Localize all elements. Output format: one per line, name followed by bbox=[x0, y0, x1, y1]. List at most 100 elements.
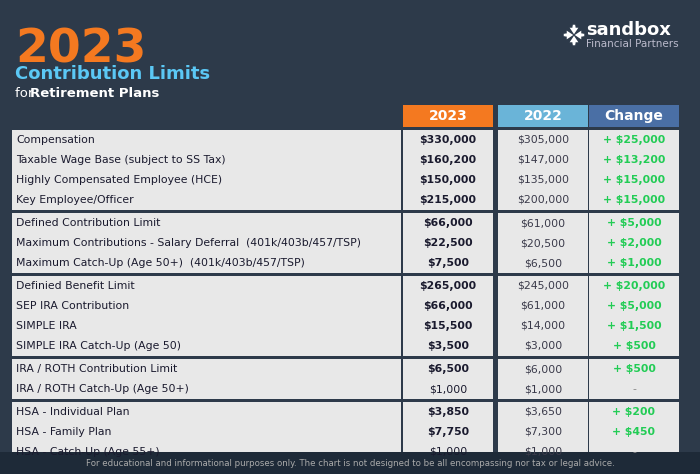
Text: IRA / ROTH Contribution Limit: IRA / ROTH Contribution Limit bbox=[16, 364, 177, 374]
Text: Financial Partners: Financial Partners bbox=[586, 39, 678, 49]
FancyBboxPatch shape bbox=[403, 402, 493, 462]
FancyBboxPatch shape bbox=[589, 105, 679, 127]
Text: HSA - Catch-Up (Age 55+): HSA - Catch-Up (Age 55+) bbox=[16, 447, 160, 457]
FancyBboxPatch shape bbox=[498, 402, 588, 462]
FancyBboxPatch shape bbox=[498, 276, 588, 356]
Text: Retirement Plans: Retirement Plans bbox=[30, 86, 160, 100]
FancyBboxPatch shape bbox=[12, 276, 401, 356]
Text: $3,000: $3,000 bbox=[524, 341, 562, 351]
Text: $7,750: $7,750 bbox=[427, 427, 469, 437]
Text: 2022: 2022 bbox=[524, 109, 562, 123]
Text: $1,000: $1,000 bbox=[524, 447, 562, 457]
Text: HSA - Family Plan: HSA - Family Plan bbox=[16, 427, 111, 437]
FancyBboxPatch shape bbox=[12, 402, 401, 462]
FancyArrow shape bbox=[572, 38, 576, 44]
FancyArrow shape bbox=[565, 33, 571, 37]
FancyBboxPatch shape bbox=[589, 402, 679, 462]
FancyBboxPatch shape bbox=[498, 130, 588, 210]
Text: + $5,000: + $5,000 bbox=[607, 301, 662, 311]
Text: $61,000: $61,000 bbox=[520, 301, 566, 311]
Text: 2023: 2023 bbox=[15, 27, 146, 73]
FancyBboxPatch shape bbox=[403, 359, 493, 399]
Text: + $15,000: + $15,000 bbox=[603, 195, 665, 205]
Text: + $1,000: + $1,000 bbox=[607, 258, 662, 268]
Text: $6,000: $6,000 bbox=[524, 364, 562, 374]
Text: SIMPLE IRA Catch-Up (Age 50): SIMPLE IRA Catch-Up (Age 50) bbox=[16, 341, 181, 351]
Text: SEP IRA Contribution: SEP IRA Contribution bbox=[16, 301, 129, 311]
Text: $215,000: $215,000 bbox=[419, 195, 477, 205]
Text: $150,000: $150,000 bbox=[419, 175, 477, 185]
Text: $305,000: $305,000 bbox=[517, 135, 569, 145]
FancyBboxPatch shape bbox=[403, 130, 493, 210]
Text: For educational and informational purposes only. The chart is not designed to be: For educational and informational purpos… bbox=[85, 458, 615, 467]
Text: + $13,200: + $13,200 bbox=[603, 155, 665, 165]
FancyBboxPatch shape bbox=[403, 276, 493, 356]
Text: $147,000: $147,000 bbox=[517, 155, 569, 165]
Text: + $500: + $500 bbox=[612, 341, 655, 351]
Text: Definied Benefit Limit: Definied Benefit Limit bbox=[16, 281, 134, 291]
FancyBboxPatch shape bbox=[498, 359, 588, 399]
Text: $3,500: $3,500 bbox=[427, 341, 469, 351]
Text: $7,300: $7,300 bbox=[524, 427, 562, 437]
Text: SIMPLE IRA: SIMPLE IRA bbox=[16, 321, 77, 331]
Text: $6,500: $6,500 bbox=[427, 364, 469, 374]
Text: + $450: + $450 bbox=[612, 427, 655, 437]
Text: 2023: 2023 bbox=[428, 109, 468, 123]
Text: $330,000: $330,000 bbox=[419, 135, 477, 145]
FancyBboxPatch shape bbox=[0, 452, 700, 474]
Text: $20,500: $20,500 bbox=[520, 238, 566, 248]
Text: $3,650: $3,650 bbox=[524, 407, 562, 417]
FancyBboxPatch shape bbox=[589, 130, 679, 210]
FancyBboxPatch shape bbox=[589, 213, 679, 273]
Text: + $25,000: + $25,000 bbox=[603, 135, 665, 145]
Text: $135,000: $135,000 bbox=[517, 175, 569, 185]
FancyBboxPatch shape bbox=[498, 213, 588, 273]
Text: + $1,500: + $1,500 bbox=[607, 321, 662, 331]
FancyBboxPatch shape bbox=[12, 213, 401, 273]
FancyBboxPatch shape bbox=[403, 105, 493, 127]
Text: Compensation: Compensation bbox=[16, 135, 94, 145]
Text: + $15,000: + $15,000 bbox=[603, 175, 665, 185]
Text: + $200: + $200 bbox=[612, 407, 655, 417]
FancyBboxPatch shape bbox=[589, 359, 679, 399]
Text: + $5,000: + $5,000 bbox=[607, 218, 662, 228]
Text: $7,500: $7,500 bbox=[427, 258, 469, 268]
Text: $1,000: $1,000 bbox=[429, 447, 467, 457]
FancyArrow shape bbox=[577, 33, 583, 37]
FancyArrow shape bbox=[572, 26, 576, 32]
Text: $61,000: $61,000 bbox=[520, 218, 566, 228]
Text: $14,000: $14,000 bbox=[520, 321, 566, 331]
Text: Change: Change bbox=[605, 109, 664, 123]
Text: Highly Compensated Employee (HCE): Highly Compensated Employee (HCE) bbox=[16, 175, 222, 185]
FancyBboxPatch shape bbox=[12, 130, 401, 210]
Text: Contribution Limits: Contribution Limits bbox=[15, 65, 210, 83]
Text: $265,000: $265,000 bbox=[419, 281, 477, 291]
Text: $66,000: $66,000 bbox=[424, 301, 473, 311]
FancyBboxPatch shape bbox=[589, 276, 679, 356]
FancyBboxPatch shape bbox=[498, 105, 588, 127]
Text: + $500: + $500 bbox=[612, 364, 655, 374]
Text: + $2,000: + $2,000 bbox=[607, 238, 662, 248]
Text: sandbox: sandbox bbox=[586, 21, 671, 39]
Text: Key Employee/Officer: Key Employee/Officer bbox=[16, 195, 134, 205]
Text: for: for bbox=[15, 86, 38, 100]
Text: + $20,000: + $20,000 bbox=[603, 281, 665, 291]
Text: $200,000: $200,000 bbox=[517, 195, 569, 205]
FancyBboxPatch shape bbox=[12, 359, 401, 399]
Text: $15,500: $15,500 bbox=[424, 321, 473, 331]
Text: Defined Contribution Limit: Defined Contribution Limit bbox=[16, 218, 160, 228]
Text: $3,850: $3,850 bbox=[427, 407, 469, 417]
Text: $66,000: $66,000 bbox=[424, 218, 473, 228]
Text: $1,000: $1,000 bbox=[524, 384, 562, 394]
Text: $160,200: $160,200 bbox=[419, 155, 477, 165]
Text: Taxable Wage Base (subject to SS Tax): Taxable Wage Base (subject to SS Tax) bbox=[16, 155, 225, 165]
Text: $22,500: $22,500 bbox=[424, 238, 473, 248]
Text: -: - bbox=[632, 447, 636, 457]
Text: $6,500: $6,500 bbox=[524, 258, 562, 268]
FancyBboxPatch shape bbox=[403, 213, 493, 273]
Text: Maximum Contributions - Salary Deferral  (401k/403b/457/TSP): Maximum Contributions - Salary Deferral … bbox=[16, 238, 361, 248]
Text: $1,000: $1,000 bbox=[429, 384, 467, 394]
Text: HSA - Individual Plan: HSA - Individual Plan bbox=[16, 407, 130, 417]
Text: Maximum Catch-Up (Age 50+)  (401k/403b/457/TSP): Maximum Catch-Up (Age 50+) (401k/403b/45… bbox=[16, 258, 305, 268]
Text: $245,000: $245,000 bbox=[517, 281, 569, 291]
